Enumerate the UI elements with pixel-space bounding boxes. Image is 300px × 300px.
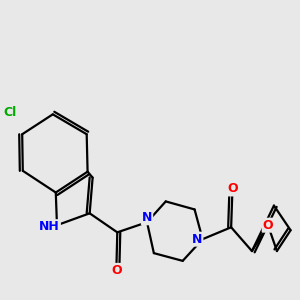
Text: N: N [142,211,152,224]
Text: O: O [111,264,122,277]
Text: O: O [227,182,238,195]
Text: NH: NH [39,220,60,233]
Text: N: N [192,233,202,246]
Text: O: O [263,219,273,232]
Text: Cl: Cl [4,106,17,119]
